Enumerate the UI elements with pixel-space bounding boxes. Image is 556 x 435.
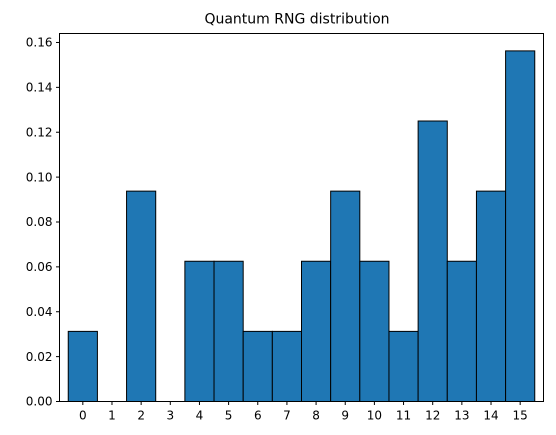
x-tick-label: 10	[367, 409, 382, 423]
y-tick-label: 0.14	[26, 81, 53, 95]
x-tick-label: 4	[196, 409, 204, 423]
y-tick-label: 0.02	[26, 350, 53, 364]
x-axis-ticks: 0 1 2 3 4 5 6 7 8 9 10 11 12 13 14 15	[79, 401, 528, 423]
chart-title: Quantum RNG distribution	[204, 12, 389, 28]
x-tick-label: 11	[396, 409, 411, 423]
x-tick-label: 15	[513, 409, 528, 423]
y-tick-label: 0.04	[26, 305, 53, 319]
x-tick-label: 12	[425, 409, 440, 423]
bar-13	[446, 260, 477, 402]
bar-7	[271, 330, 303, 402]
x-tick-label: 14	[483, 409, 498, 423]
bars	[67, 50, 536, 402]
bar-9	[330, 190, 361, 402]
x-tick-label: 6	[254, 409, 262, 423]
x-tick-label: 13	[454, 409, 469, 423]
y-tick-label: 0.16	[26, 36, 53, 50]
bar-0	[67, 330, 98, 402]
y-tick-label: 0.06	[26, 260, 53, 274]
plot-frame	[59, 33, 544, 402]
bar-15	[505, 50, 536, 402]
bar-4	[184, 260, 215, 402]
x-tick-label: 5	[225, 409, 233, 423]
bar-2	[126, 190, 157, 402]
bar-11	[388, 330, 419, 402]
bar-10	[359, 260, 390, 402]
x-tick-label: 8	[312, 409, 320, 423]
x-tick-label: 9	[341, 409, 349, 423]
y-axis-ticks: 0.00 0.02 0.04 0.06 0.08 0.10 0.12 0.14 0.16	[26, 36, 60, 409]
bar-5	[213, 260, 244, 402]
x-tick-label: 1	[108, 409, 116, 423]
bar-14	[475, 190, 507, 402]
bar-6	[242, 330, 273, 402]
x-tick-label: 7	[283, 409, 291, 423]
x-tick-label: 2	[137, 409, 145, 423]
bar-12	[417, 120, 448, 402]
y-tick-label: 0.00	[26, 395, 53, 409]
x-tick-label: 0	[79, 409, 87, 423]
y-tick-label: 0.10	[26, 170, 53, 184]
bar-8	[301, 260, 332, 402]
y-tick-label: 0.12	[26, 125, 53, 139]
x-tick-label: 3	[166, 409, 174, 423]
y-tick-label: 0.08	[26, 215, 53, 229]
